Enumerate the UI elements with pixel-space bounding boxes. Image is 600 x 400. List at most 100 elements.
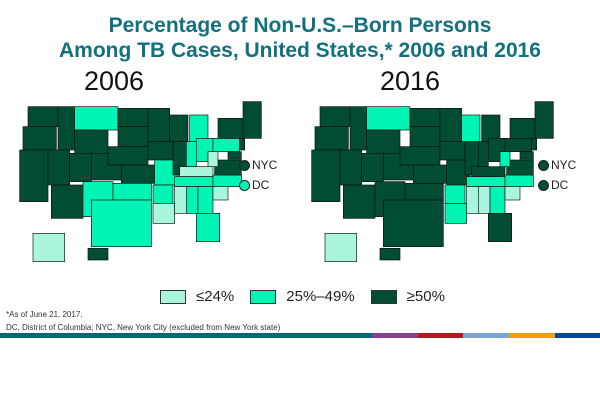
legend-item-high: ≥50% [370, 288, 445, 305]
state-ks [413, 164, 447, 184]
state-fl [488, 213, 512, 242]
state-tn [174, 176, 214, 188]
state-ok [112, 183, 152, 201]
state-mn [439, 108, 463, 142]
state-wi [461, 114, 481, 142]
state-ks [121, 164, 155, 184]
dc-marker-2006: DC [239, 178, 269, 192]
state-ny [217, 118, 244, 139]
state-wa [319, 106, 351, 127]
state-hi [87, 248, 109, 261]
state-ia [439, 141, 466, 161]
state-md [519, 151, 534, 160]
state-sd [409, 126, 441, 148]
state-sd [117, 126, 149, 148]
year-label-2006: 2006 [84, 66, 145, 96]
dc-label: DC [252, 178, 270, 192]
footnote-as-of: *As of June 21, 2017. [6, 310, 83, 319]
state-ca [19, 149, 49, 202]
state-ms [466, 186, 479, 214]
state-mi [481, 114, 501, 142]
title-line-2: Among TB Cases, United States,* 2006 and… [58, 39, 541, 62]
state-va [506, 159, 534, 176]
state-pa [212, 138, 240, 152]
nyc-label: NYC [252, 158, 278, 172]
legend-label: ≥50% [406, 288, 445, 305]
title-line-1: Percentage of Non-U.S.–Born Persons [108, 14, 492, 37]
state-mt [74, 106, 119, 131]
state-or [314, 126, 349, 151]
bottom-bar-orange [509, 333, 555, 338]
state-ar [444, 184, 466, 204]
state-ak [32, 233, 65, 262]
bottom-bar-purple [372, 333, 418, 338]
state-ak [324, 233, 357, 262]
year-label-2016: 2016 [380, 66, 441, 96]
state-nv [47, 149, 70, 186]
state-nc [504, 174, 534, 187]
state-ms [174, 186, 187, 214]
state-hi [379, 248, 401, 261]
state-ne-us [534, 101, 554, 139]
state-pa [504, 138, 532, 152]
state-tx [91, 199, 152, 247]
state-ny [509, 118, 536, 139]
state-ky [179, 166, 214, 178]
state-id [349, 106, 367, 151]
legend-label: 25%–49% [286, 288, 355, 305]
legend-label: ≤24% [196, 288, 235, 305]
state-md [227, 151, 242, 160]
state-wv [207, 151, 219, 168]
bottom-bar-lightblue [463, 333, 509, 338]
legend-swatch [160, 289, 186, 304]
state-tn [466, 176, 506, 188]
dc-dot [538, 179, 549, 191]
legend-item-mid: 25%–49% [250, 288, 355, 305]
legend-swatch [370, 289, 397, 304]
state-nd [409, 108, 441, 127]
nyc-marker-2016: NYC [538, 158, 576, 172]
legend-swatch [250, 289, 277, 304]
state-ar [152, 184, 174, 204]
state-fl [196, 213, 220, 242]
state-id [57, 106, 76, 151]
state-mi [189, 114, 209, 142]
state-ia [147, 141, 174, 161]
state-ca [311, 149, 341, 202]
bottom-bar-teal [0, 333, 372, 338]
nyc-dot [538, 159, 549, 171]
state-ne-us [242, 101, 262, 139]
state-al [186, 186, 199, 214]
legend: ≤24% 25%–49% ≥50% [160, 288, 461, 305]
state-nc [212, 174, 242, 187]
state-nd [117, 108, 149, 127]
state-ut [361, 153, 384, 182]
state-ne [107, 146, 149, 166]
state-ga [489, 186, 506, 214]
slide-title: Percentage of Non-U.S.–Born Persons Amon… [0, 13, 600, 63]
bottom-bar-blue [555, 333, 600, 338]
state-sc [212, 186, 229, 201]
dc-marker-2016: DC [538, 178, 568, 192]
state-wa [27, 106, 59, 127]
bottom-bar-red [418, 333, 463, 338]
state-wv [499, 151, 511, 168]
state-in [478, 141, 489, 168]
state-wy [74, 129, 109, 154]
state-mn [147, 108, 170, 142]
state-ky [471, 166, 506, 178]
state-va [214, 159, 242, 176]
dc-label: DC [551, 178, 569, 192]
footnote-abbreviations: DC, District of Columbia; NYC, New York … [6, 323, 281, 332]
state-az [343, 184, 376, 219]
nyc-dot [239, 159, 250, 171]
state-al [478, 186, 491, 214]
state-ok [404, 183, 444, 201]
state-la [152, 203, 175, 224]
state-mt [366, 106, 411, 131]
state-sc [504, 186, 521, 201]
state-ga [197, 186, 214, 214]
state-in [186, 141, 197, 168]
state-wy [366, 129, 401, 154]
state-wi [169, 114, 189, 142]
